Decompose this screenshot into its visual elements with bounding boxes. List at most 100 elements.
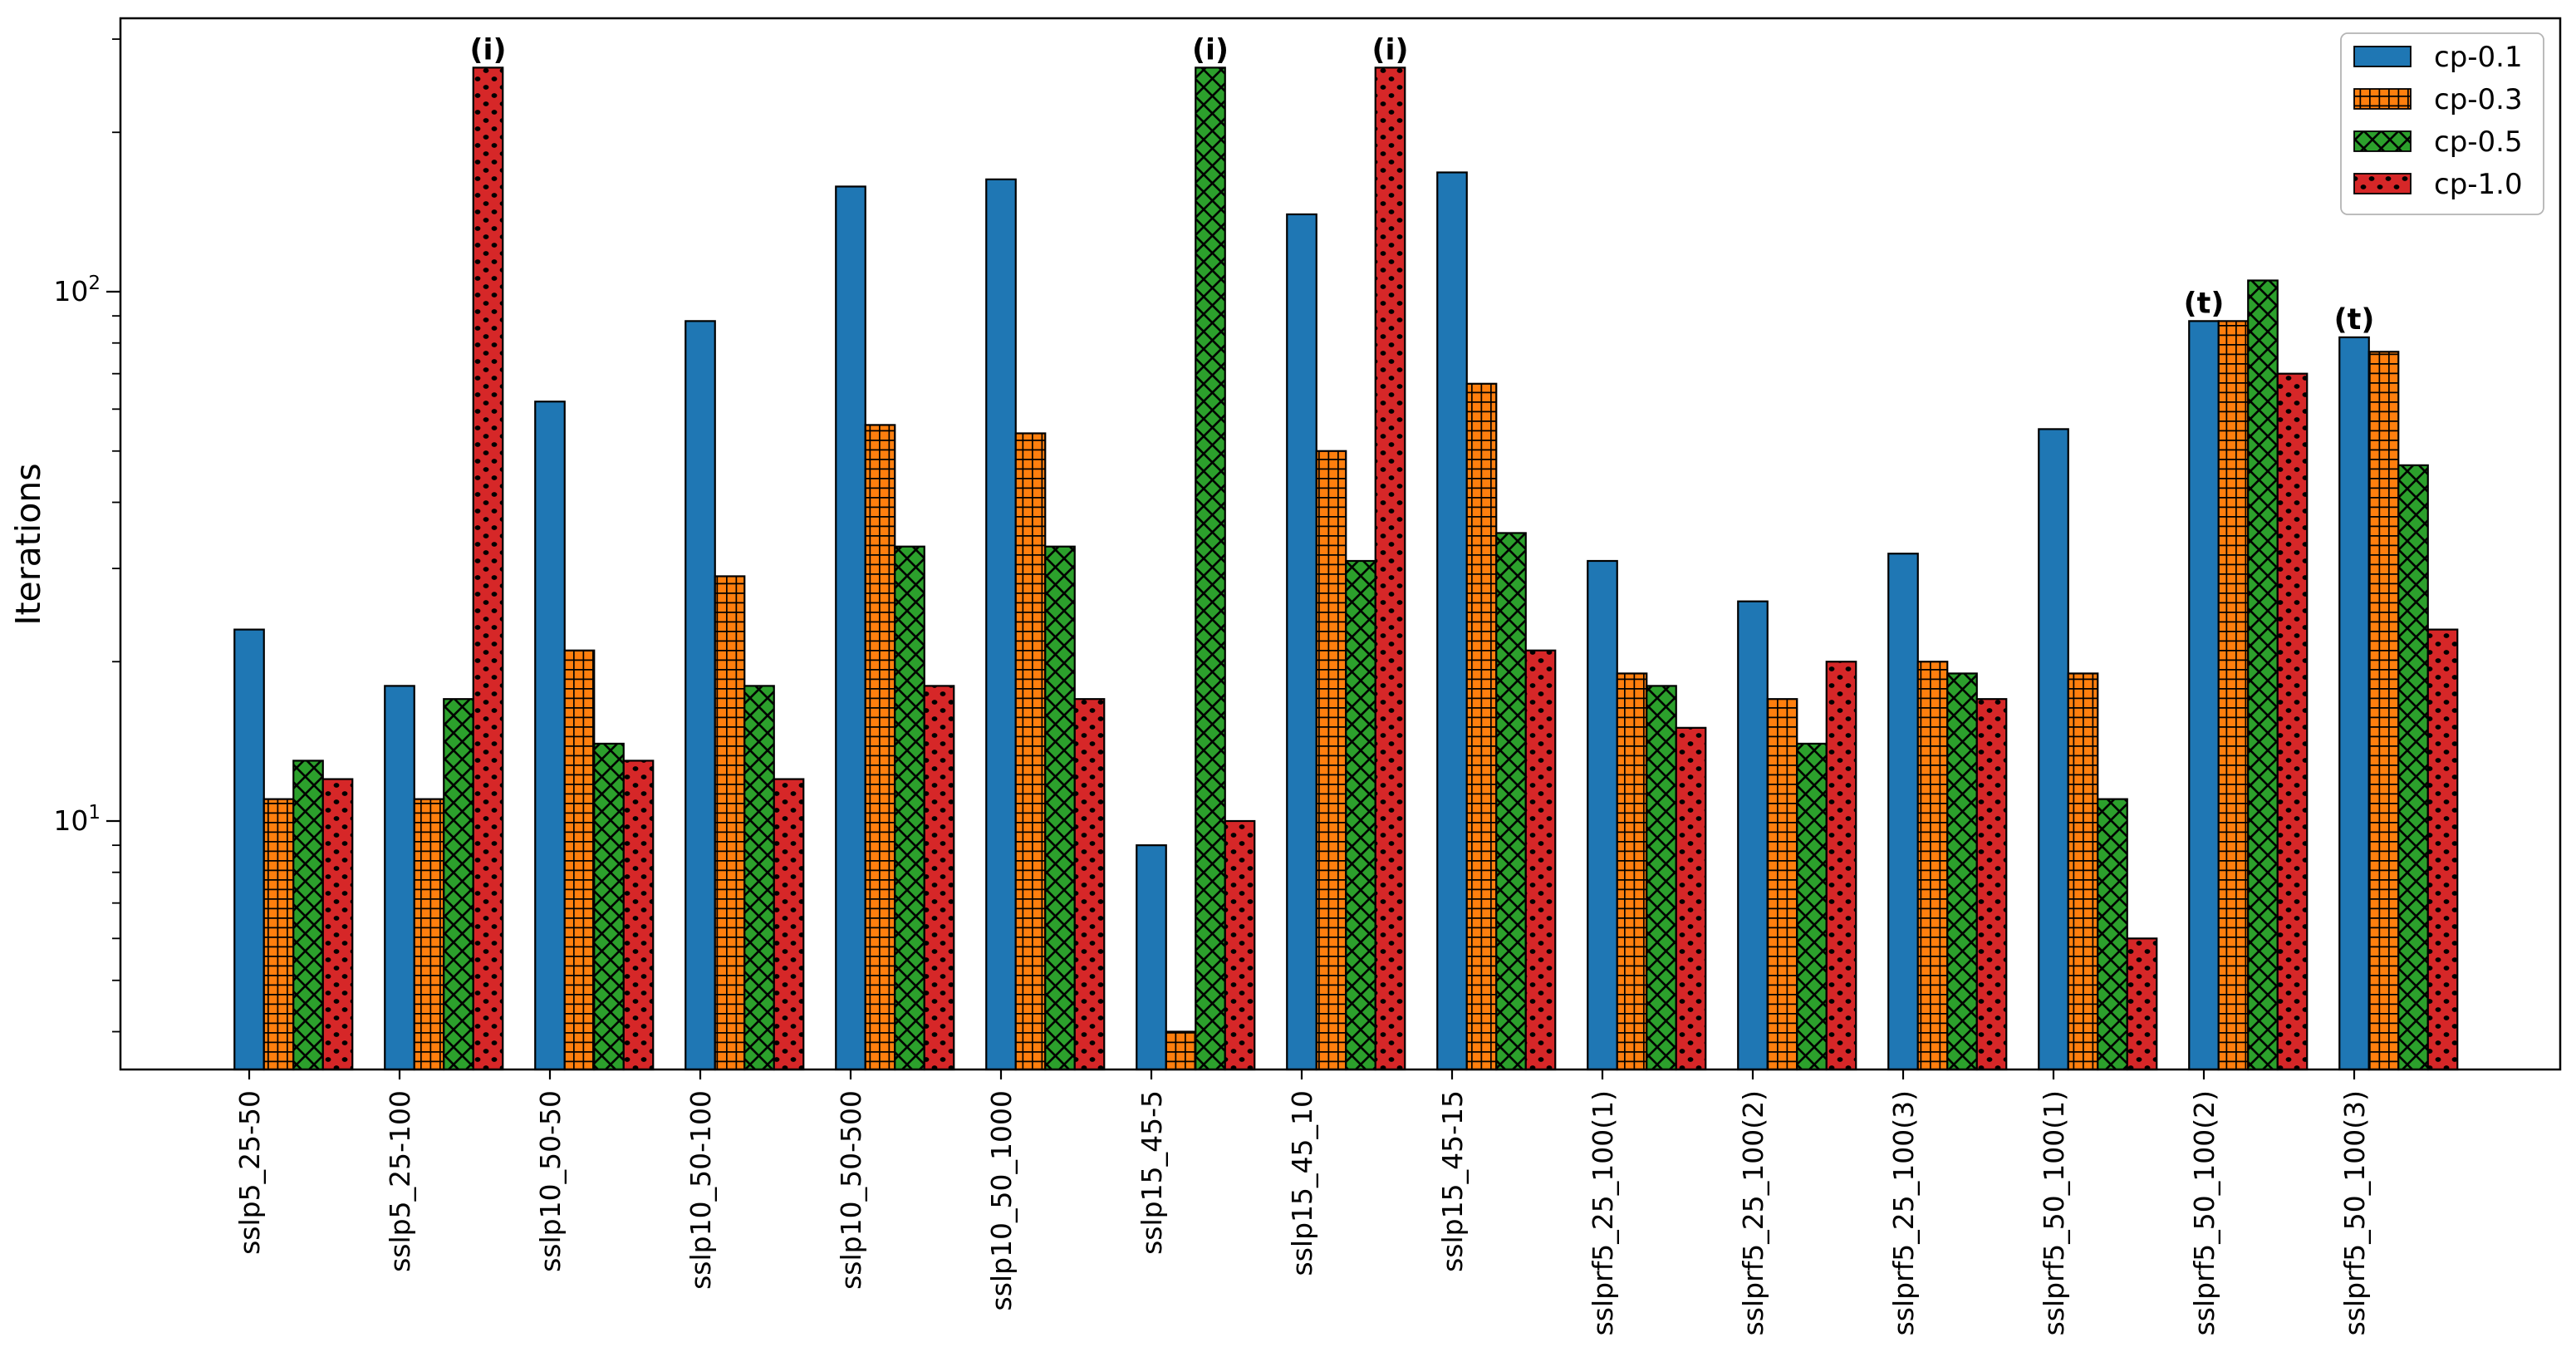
legend-swatch-edge [2353,173,2412,194]
legend-label-cp-0.5: cp-0.5 [2434,125,2523,159]
x-tick-label: sslprf5_25_100(3) [1887,1090,1920,1335]
bar-hatch [1045,546,1075,1069]
x-axis-ticks: sslp5_25-50 sslp5_25-100 sslp10_50-50 sslp1… [233,1069,2371,1335]
bar-hatch [1676,727,1706,1069]
bar-cp-0.1-sslprf5_50_100(1) [2039,429,2068,1069]
bar-hatch [1015,433,1046,1069]
x-tick-label: sslp10_50-50 [534,1090,567,1272]
bar-hatch [623,760,654,1069]
bar-hatch [1346,561,1376,1069]
bar-hatch [293,760,323,1069]
bar-cp-0.1-sslprf5_50_100(3) [2339,337,2369,1069]
legend-swatch-hatch [2354,131,2411,151]
annotation-i: (i) [1192,33,1229,66]
bar-hatch [594,743,624,1069]
x-tick-label: sslprf5_50_100(2) [2188,1090,2220,1335]
bar-annotations: (i) (i) (i) (t) (t) [470,33,2375,337]
bar-hatch [1976,699,2007,1069]
x-tick-label: sslp10_50-500 [835,1090,867,1290]
bar-hatch [2398,465,2428,1069]
annotation-i: (i) [470,33,507,66]
annotation-t: (t) [2184,287,2225,320]
bar-hatch [2368,352,2399,1069]
bar-cp-0.1-sslprf5_25_100(2) [1738,601,1768,1069]
bar-cp-0.1-sslp10_50-100 [685,321,715,1070]
bar-hatch [1316,450,1347,1069]
bar-hatch [1525,650,1556,1069]
bar-hatch [714,576,745,1069]
bar-cp-0.1-sslprf5_50_100(2) [2189,321,2219,1070]
bar-hatch [2127,938,2157,1069]
y-axis-ticks: 101 102 [53,38,120,1033]
x-tick-label: sslp15_45_10 [1286,1090,1318,1276]
x-tick-label: sslp10_50_1000 [985,1090,1018,1310]
x-tick-label: sslp5_25-50 [233,1090,266,1255]
bar-hatch [444,699,473,1069]
bar-hatch [263,799,294,1069]
bar-hatch [1646,686,1676,1069]
bar-groups [233,66,2459,1071]
bar-hatch [322,779,353,1069]
bar-hatch [2277,373,2308,1069]
y-tick-label: 102 [53,273,101,307]
x-tick-label: sslp15_45-5 [1136,1090,1168,1255]
bar-cp-0.1-sslp15_45-5 [1136,845,1166,1069]
bar-hatch [414,799,444,1069]
bar-hatch [2098,799,2127,1069]
bar-cp-0.1-sslp5_25-100 [385,686,415,1069]
legend-swatch-edge [2353,88,2412,110]
bar-hatch [1074,699,1105,1069]
bar-hatch [1797,743,1827,1069]
legend-swatch-edge [2353,130,2412,152]
x-tick-label: sslp15_45-15 [1436,1090,1469,1272]
annotation-i: (i) [1372,33,1409,66]
bar-cp-0.1-sslp15_45_10 [1287,214,1317,1069]
bar-cp-0.1-sslp15_45-15 [1437,172,1467,1069]
bar-cp-0.1-sslp10_50_1000 [986,179,1016,1069]
bar-hatch [1466,383,1497,1069]
bar-hatch [1165,1031,1196,1069]
x-tick-label: sslprf5_25_100(2) [1737,1090,1769,1335]
legend-label-cp-0.3: cp-0.3 [2434,83,2523,116]
annotation-t: (t) [2334,303,2375,337]
legend-swatch-hatch [2354,89,2411,109]
legend: cp-0.1 cp-0.3 cp-0.5 cp-1.0 [2340,32,2544,215]
legend-swatch-edge [2353,46,2412,67]
bar-hatch [2248,280,2278,1069]
legend-swatch-cp-0.1 [2354,47,2411,66]
bar-hatch [1617,673,1647,1069]
bar-hatch [1496,533,1526,1069]
bar-hatch [1947,673,1977,1069]
bar-hatch [924,686,954,1069]
bar-cp-0.1-sslp10_50-50 [535,401,565,1070]
x-tick-label: sslprf5_50_100(3) [2338,1090,2371,1335]
bar-cp-0.1-sslp5_25-50 [234,629,264,1069]
bar-hatch [1767,699,1798,1069]
legend-swatch-hatch [2354,174,2411,194]
y-axis-label: Iterations [8,463,48,625]
bar-hatch [1826,661,1857,1069]
bar-hatch [1375,67,1406,1070]
x-tick-label: sslp5_25-100 [384,1090,416,1272]
bar-hatch [2068,673,2098,1069]
bar-hatch [1224,821,1255,1069]
bar-cp-0.1-sslprf5_25_100(1) [1587,561,1617,1069]
axes-frame [119,17,2562,1071]
y-tick-label: 101 [53,802,101,837]
legend-label-cp-0.1: cp-0.1 [2434,41,2523,74]
bar-cp-0.1-sslprf5_25_100(3) [1888,553,1918,1069]
bar-hatch [1195,67,1225,1070]
x-tick-label: sslprf5_50_100(1) [2038,1090,2070,1335]
bar-hatch [895,546,925,1069]
bar-hatch [564,650,595,1069]
bar-hatch [1917,661,1948,1069]
bar-hatch [2218,321,2249,1070]
bar-hatch [744,686,774,1069]
x-tick-label: sslprf5_25_100(1) [1587,1090,1619,1335]
bar-hatch [473,67,503,1070]
bar-hatch [773,779,804,1069]
x-tick-label: sslp10_50-100 [684,1090,717,1290]
bar-hatch [2427,629,2458,1069]
